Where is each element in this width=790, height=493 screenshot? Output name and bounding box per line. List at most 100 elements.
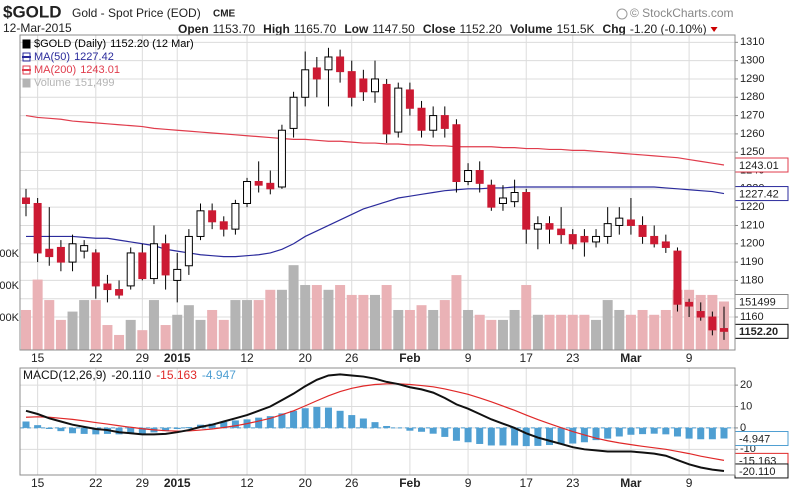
x-tick-label: 23 [566,476,580,490]
volume-bar [567,314,578,350]
volume-bar [556,314,567,350]
candle-body [126,252,135,287]
legend-name: Volume [34,77,71,89]
volume-bar [346,294,357,350]
volume-bar [381,285,392,350]
candle-body [626,219,635,226]
x-tick-label: 29 [136,476,150,490]
instrument-name: Gold - Spot Price (EOD) [72,6,201,20]
histogram-bar [546,427,553,446]
volume-bar [55,319,66,350]
volume-bar [509,309,520,350]
volume-bar [102,325,113,350]
y-tick-label: 1190 [740,256,764,268]
candle-body [545,223,554,230]
legend-name: MACD(12,26,9) [23,368,106,382]
candle-body [708,316,717,331]
histogram-bar [34,425,42,428]
histogram-bar [592,427,600,441]
x-tick-label: 9 [686,476,693,490]
legend-marker [22,78,31,88]
stat-label: Chg [603,22,626,36]
candle-body [347,71,356,98]
histogram-bar [487,427,495,446]
histogram-bar [604,427,612,439]
volume-bar [684,289,695,350]
candle-body [68,243,77,263]
candle-body [254,181,263,186]
volume-bar [195,319,206,350]
candle-body [522,192,531,230]
candle-body [371,78,379,93]
x-tick-label: 23 [566,351,580,365]
histogram-bar [173,427,181,429]
volume-bar [114,334,125,350]
price-panel: 1160117011801190120012101220123012401250… [0,34,789,365]
histogram-bar [185,427,193,428]
macd-line [25,373,725,472]
volume-bar [32,279,43,350]
legend-entry: $GOLD (Daily) 1152.20 (12 Mar) [34,38,194,50]
volume-bar [335,285,346,350]
volume-bar [288,265,299,350]
histogram-bar [348,415,356,428]
stat-value: 1153.70 [213,22,256,36]
x-tick-label: 12 [240,351,254,365]
stat-label: Low [344,22,369,36]
volume-bar [649,314,660,350]
histogram-bar [650,427,658,434]
candle-body [440,115,449,129]
stat-label: High [263,22,290,36]
histogram-bar [418,427,426,432]
volume-bar [253,300,264,350]
x-tick-label: Mar [620,351,642,365]
candle-body [417,107,426,131]
volume-bar [44,300,55,350]
volume-bar [532,314,543,350]
value-tag-label: -4.947 [739,433,770,445]
histogram-bar [615,427,623,437]
candle-body [673,250,682,305]
candle-body [638,224,647,237]
volume-bar [90,300,101,350]
candle-body [208,210,217,223]
stats: Open 1153.70 High 1165.70 Low 1147.50 Close 115… [178,22,707,36]
volume-bar [125,319,136,350]
stat-value: 1152.20 [460,22,503,36]
histogram-bar [69,427,77,434]
histogram-bar [57,427,65,432]
volume-bar [637,309,648,350]
x-tick-label: Feb [399,476,420,490]
value-tag-label: 1227.42 [739,188,779,200]
candle-body [289,96,298,129]
x-tick-label: 2015 [164,351,191,365]
legend-value: -4.947 [202,368,236,382]
logo [616,8,628,20]
volume-bar [439,300,450,350]
histogram-bar [359,418,367,428]
legend-name: MA(50) [34,51,70,63]
legend-name: MA(200) [34,64,76,76]
candle-body [498,197,507,204]
candle-body [33,202,42,254]
volume-bar [21,309,31,350]
volume-bar [544,314,555,350]
volume-bar [148,300,159,350]
legend-value: 1227.42 [74,51,114,63]
volume-bar [614,309,625,350]
candle-body [22,197,30,204]
x-tick-label: 20 [299,476,313,490]
volume-bar [486,319,497,350]
candle-body [557,228,566,236]
x-tick-label: 9 [465,351,472,365]
y-tick-label: 1260 [740,128,764,140]
candle-body [720,328,728,332]
volume-bar [172,314,183,350]
candle-body [196,210,205,237]
histogram-bar [255,417,263,428]
candle-body [603,223,612,237]
y-tick-label: 1220 [740,201,764,213]
volume-bar [695,294,706,350]
candle-body [312,67,321,80]
